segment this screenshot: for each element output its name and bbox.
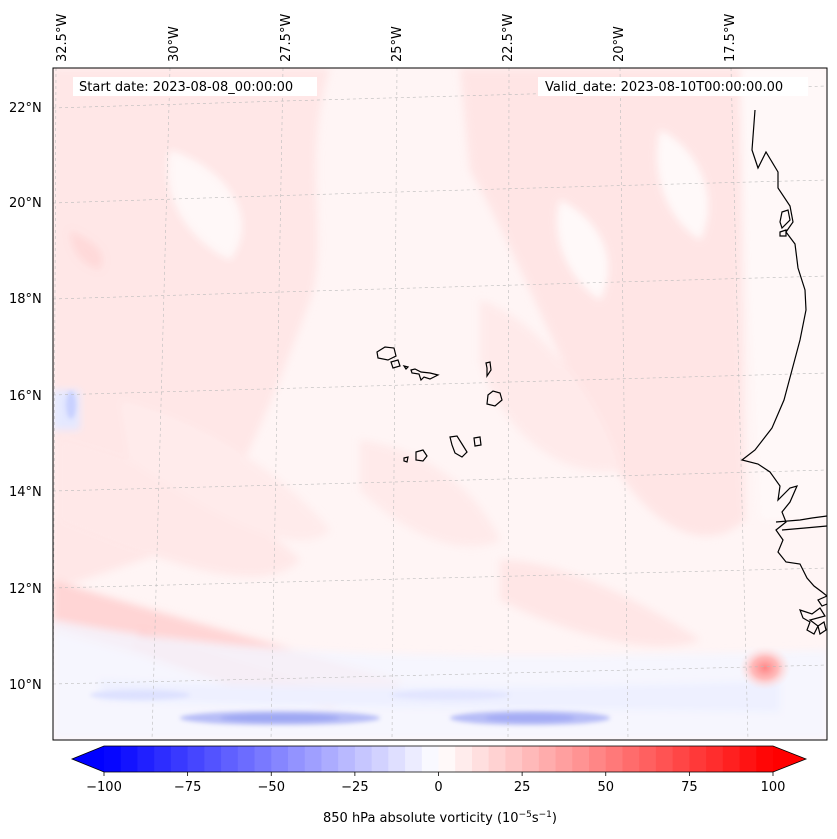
blue-bands (66, 391, 610, 725)
lon-label-20w: 20°W (612, 26, 627, 62)
island-fogo (415, 449, 428, 462)
latitude-labels: 22°N 20°N 18°N 16°N 14°N 12°N 10°N (9, 101, 42, 693)
colorbar-tick-label: −50 (258, 780, 285, 795)
lon-label-30w: 30°W (167, 26, 182, 62)
colorbar-segment (187, 746, 205, 772)
colorbar-segment (722, 746, 741, 772)
colorbar-segment (639, 746, 657, 772)
colorbar-segment (287, 746, 306, 772)
coastlines (740, 109, 827, 635)
colorbar-ticks: −100 −75 −50 −25 0 25 50 75 100 (86, 772, 785, 795)
colorbar-segment (455, 746, 473, 772)
island-sao-nicolau (410, 368, 440, 382)
island-boa-vista (486, 390, 503, 407)
colorbar-tick-label: 75 (681, 780, 698, 795)
island-santiago (449, 435, 468, 458)
colorbar-label: 850 hPa absolute vorticity (10−5s−1) (323, 810, 557, 826)
colorbar-segment (204, 746, 222, 772)
valid-date-box (538, 77, 808, 96)
longitude-labels: 32.5°W 30°W 27.5°W 25°W 22.5°W 20°W 17.5… (55, 14, 738, 62)
lon-label-27-5w: 27.5°W (279, 14, 294, 62)
colorbar-tick-label: 50 (597, 780, 614, 795)
lat-label-22n: 22°N (9, 101, 42, 116)
lon-label-32-5w: 32.5°W (55, 14, 70, 62)
colorbar-segment (154, 746, 172, 772)
colorbar-segment (522, 746, 540, 772)
island-brava (403, 456, 409, 463)
lon-label-22-5w: 22.5°W (501, 14, 516, 62)
island-maio (473, 436, 482, 447)
colorbar-segment (605, 746, 623, 772)
colorbar-segment (271, 746, 289, 772)
colorbar-segment (120, 746, 138, 772)
colorbar-segment (170, 746, 189, 772)
colorbar-segment (388, 746, 406, 772)
cape-verde-islands (376, 346, 503, 463)
start-date-box (73, 77, 317, 96)
gambia-river-south (781, 525, 827, 531)
colorbar-segment (304, 746, 322, 772)
colorbar-segment (706, 746, 724, 772)
map-frame (52, 67, 828, 741)
colorbar-segment (321, 746, 339, 772)
colorbar-segment (354, 746, 373, 772)
gambia-river (775, 515, 827, 523)
colorbar-segment (505, 746, 523, 772)
colorbar-segment (555, 746, 573, 772)
african-coastline (740, 109, 827, 597)
lon-label-17-5w: 17.5°W (723, 14, 738, 62)
colorbar-tick-label: −100 (86, 780, 122, 795)
colorbar-segment (254, 746, 272, 772)
vorticity-field (53, 68, 827, 740)
colorbar-segment (672, 746, 690, 772)
lat-label-10n: 10°N (9, 678, 42, 693)
lat-label-12n: 12°N (9, 582, 42, 597)
colorbar-segment (421, 746, 439, 772)
lat-label-20n: 20°N (9, 196, 42, 211)
lat-label-16n: 16°N (9, 389, 42, 404)
bijagos-islands (817, 595, 827, 635)
colorbar-segment (572, 746, 590, 772)
colorbar-segment (104, 746, 122, 772)
colorbar-segment (689, 746, 707, 772)
colorbar-segment (338, 746, 356, 772)
lat-label-18n: 18°N (9, 292, 42, 307)
map-panel[interactable]: Start date: 2023-08-08_00:00:00 Valid_da… (53, 68, 827, 740)
valid-date-label: Valid_date: 2023-08-10T00:00:00.00 (545, 80, 783, 95)
colorbar-tick-label: −75 (174, 780, 201, 795)
banc-darguin-islands (779, 209, 791, 237)
lon-label-25w: 25°W (390, 26, 405, 62)
island-santa-luzia (402, 365, 410, 370)
island-sal (485, 361, 492, 378)
colorbar-segment (137, 746, 155, 772)
vorticity-maximum (739, 646, 791, 690)
island-santo-antao (376, 346, 397, 361)
colorbar-segment (739, 746, 757, 772)
colorbar-extend-high (773, 746, 806, 772)
colorbar-segment (538, 746, 557, 772)
colorbar-segment (471, 746, 490, 772)
colorbar-segment (371, 746, 389, 772)
colorbar-segment (237, 746, 256, 772)
colorbar: −100 −75 −50 −25 0 25 50 75 100 850 hPa absolute… (70, 745, 808, 826)
colorbar-segment (756, 746, 774, 772)
colorbar-segments (72, 746, 806, 772)
colorbar-segment (405, 746, 423, 772)
colorbar-segment (488, 746, 506, 772)
gridlines (53, 68, 827, 740)
colorbar-tick-label: 100 (761, 780, 786, 795)
lat-label-14n: 14°N (9, 485, 42, 500)
colorbar-tick-label: 25 (514, 780, 531, 795)
colorbar-segment (589, 746, 607, 772)
colorbar-segment (655, 746, 674, 772)
island-sao-vicente (390, 359, 401, 369)
start-date-label: Start date: 2023-08-08_00:00:00 (79, 80, 293, 95)
colorbar-tick-label: 0 (434, 780, 442, 795)
colorbar-segment (622, 746, 640, 772)
colorbar-tick-label: −25 (341, 780, 368, 795)
colorbar-segment (221, 746, 239, 772)
colorbar-extend-low (72, 746, 104, 772)
colorbar-segment (438, 746, 456, 772)
